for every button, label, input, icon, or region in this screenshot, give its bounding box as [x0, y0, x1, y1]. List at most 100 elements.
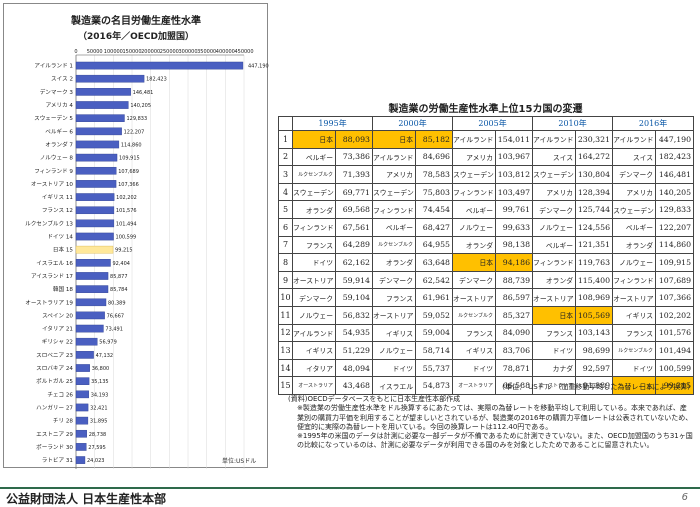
value-cell: 54,935: [334, 323, 374, 343]
value-cell: 91,889: [575, 376, 614, 395]
page-number: 6: [681, 492, 688, 503]
rank-cell: 13: [278, 341, 293, 360]
x-tick-label: 300000: [178, 49, 197, 55]
country-cell: アメリカ: [612, 182, 657, 202]
country-cell: フィンランド: [532, 253, 577, 272]
data-label: 101,576: [116, 208, 137, 214]
country-cell: デンマーク: [292, 288, 336, 307]
table-row: 5 オランダ 69,568 フィンランド 74,454 ベルギー 99,761 デンマーク 12…: [278, 200, 695, 219]
value-cell: 122,207: [655, 217, 695, 237]
x-tick-label: 200000: [141, 49, 160, 55]
bar: [75, 61, 244, 70]
country-cell: デンマーク: [452, 270, 497, 290]
value-cell: 62,162: [334, 253, 374, 272]
data-label: 24,023: [87, 458, 105, 464]
y-tick-label: イスラエル 16: [36, 260, 73, 267]
value-cell: 108,969: [575, 288, 614, 307]
x-tick-label: 50000: [87, 49, 103, 55]
value-cell: 119,763: [575, 253, 614, 272]
country-cell: ドイツ: [372, 358, 417, 378]
country-cell: デンマーク: [372, 270, 417, 290]
country-cell: スウェーデン: [612, 200, 657, 219]
country-cell: ベルギー: [612, 217, 657, 237]
bar: [75, 403, 89, 412]
rank-cell: 4: [278, 182, 293, 202]
value-cell: 103,967: [495, 147, 534, 167]
y-tick-label: エストニア 29: [36, 431, 73, 438]
table-header-year: 1995年: [291, 116, 374, 131]
value-cell: 84,696: [415, 147, 454, 167]
y-tick-label: フランス 12: [42, 207, 73, 214]
country-cell: アメリカ: [532, 182, 577, 202]
chart-title: 製造業の名目労働生産性水準: [70, 14, 201, 27]
country-cell: フランス: [372, 288, 417, 307]
value-cell: 140,205: [655, 182, 695, 202]
y-tick-label: スロバキア 24: [36, 365, 73, 372]
country-cell: ノルウェー: [292, 305, 336, 325]
data-label: 99,215: [115, 248, 133, 254]
value-cell: 54,873: [415, 376, 454, 395]
value-cell: 99,633: [495, 217, 534, 237]
value-cell: 51,229: [334, 341, 374, 360]
country-cell: フィンランド: [612, 270, 657, 290]
country-cell: スウェーデン: [372, 182, 417, 202]
y-tick-label: オーストラリア 19: [25, 299, 73, 306]
table-row: 14 イタリア 48,094 ドイツ 55,737 ドイツ 78,871 カナダ 92,597 ド…: [278, 358, 695, 378]
value-cell: 107,689: [655, 270, 695, 290]
country-cell: オーストリア: [612, 288, 657, 307]
ranking-table: 1995年 2000年 2005年 2010年 2016年 1 日本 88,093 日…: [278, 116, 695, 395]
data-label: 32,421: [90, 405, 108, 411]
value-cell: 78,871: [495, 358, 534, 378]
country-cell: ベルギー: [292, 147, 336, 167]
bar: [75, 219, 115, 228]
chart-subtitle: （2016年／OECD加盟国）: [78, 30, 194, 42]
rank-cell: 7: [278, 235, 293, 255]
country-cell: イギリス: [612, 305, 657, 325]
note-data-availability: ※1995年の米国のデータは計測に必要な一部データが不備であるために計測できてい…: [297, 432, 693, 450]
bar: [75, 429, 87, 438]
value-cell: 83,706: [495, 341, 534, 360]
country-cell: アイルランド: [452, 130, 497, 149]
value-cell: 103,497: [495, 182, 534, 202]
bar: [75, 74, 145, 83]
rank-cell: 8: [278, 253, 293, 272]
country-cell: ドイツ: [612, 358, 657, 378]
value-cell: 92,597: [575, 358, 614, 378]
y-tick-label: イギリス 11: [42, 194, 74, 201]
value-cell: 64,289: [334, 235, 374, 255]
bar: [75, 298, 107, 307]
y-tick-label: ルクセンブルク 13: [25, 219, 73, 227]
y-tick-label: イタリア 21: [42, 325, 73, 333]
value-cell: 85,327: [495, 305, 534, 325]
y-tick-label: アメリカ 4: [46, 102, 74, 109]
rank-cell: 12: [278, 323, 293, 343]
country-cell: オランダ: [612, 235, 657, 255]
data-label: 35,135: [91, 379, 109, 385]
value-cell: 69,771: [334, 182, 374, 202]
country-cell: フランス: [292, 235, 336, 255]
table-header-year: 2016年: [612, 116, 695, 131]
value-cell: 69,568: [334, 200, 374, 219]
y-tick-label: ノルウェー 8: [40, 154, 74, 162]
table-row: 11 ノルウェー 56,832 オーストリア 59,052 ルクセンブルク 85,327 日本…: [278, 305, 695, 325]
country-cell: ルクセンブルク: [292, 165, 336, 184]
value-cell: 88,739: [495, 270, 534, 290]
value-cell: 102,202: [655, 305, 695, 325]
data-label: 85,877: [110, 274, 128, 280]
value-cell: 121,351: [575, 235, 614, 255]
country-cell: アメリカ: [452, 147, 497, 167]
bar: [75, 324, 104, 333]
country-cell: ベルギー: [532, 235, 577, 255]
data-label: 140,205: [130, 103, 151, 109]
bar: [75, 311, 105, 320]
value-cell: 75,803: [415, 182, 454, 202]
value-cell: 48,094: [334, 358, 374, 378]
y-tick-label: 韓国 18: [53, 285, 74, 293]
value-cell: 55,737: [415, 358, 454, 378]
value-cell: 84,090: [495, 323, 534, 343]
bar: [75, 443, 87, 451]
country-cell: イスラエル: [372, 376, 417, 395]
note-exchange-rate: ※製造業の労働生産性水準をドル換算するにあたっては、実際の為替レートを移動平均し…: [297, 404, 693, 431]
country-cell: アイルランド: [532, 130, 577, 149]
data-label: 102,202: [116, 195, 137, 201]
